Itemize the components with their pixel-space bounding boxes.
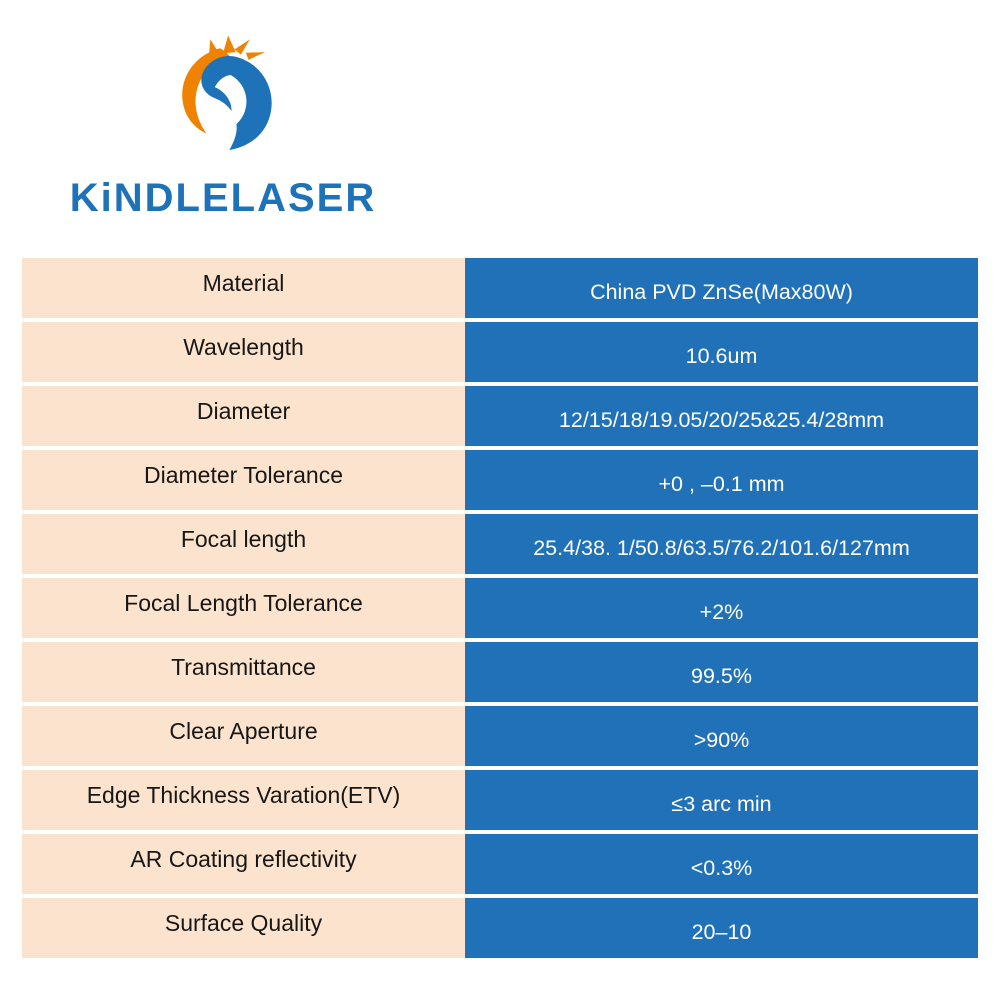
spec-value: <0.3% [465,834,978,894]
spec-label: Clear Aperture [22,706,465,766]
spec-label: Material [22,258,465,318]
brand-logo: KiNDLELASER [62,20,384,221]
table-row: Diameter 12/15/18/19.05/20/25&25.4/28mm [22,386,978,446]
spec-table: Material China PVD ZnSe(Max80W) Waveleng… [22,258,978,962]
table-row: Edge Thickness Varation(ETV) ≤3 arc min [22,770,978,830]
spec-label: Focal length [22,514,465,574]
orange-crescent-shape [182,48,231,134]
spec-label: Transmittance [22,642,465,702]
table-row: Wavelength 10.6um [22,322,978,382]
spec-label: Diameter Tolerance [22,450,465,510]
table-row: Transmittance 99.5% [22,642,978,702]
spec-label: Focal Length Tolerance [22,578,465,638]
spec-label: Surface Quality [22,898,465,958]
table-row: Surface Quality 20–10 [22,898,978,958]
spec-value: 10.6um [465,322,978,382]
spec-value: 99.5% [465,642,978,702]
spec-label: Edge Thickness Varation(ETV) [22,770,465,830]
spec-label: Diameter [22,386,465,446]
spec-value: 12/15/18/19.05/20/25&25.4/28mm [465,386,978,446]
spec-value: +0 , –0.1 mm [465,450,978,510]
spec-value: 25.4/38. 1/50.8/63.5/76.2/101.6/127mm [465,514,978,574]
inner-white-swoosh [214,75,247,130]
table-row: Clear Aperture >90% [22,706,978,766]
spec-value: China PVD ZnSe(Max80W) [465,258,978,318]
spec-value: +2% [465,578,978,638]
brand-name: KiNDLELASER [69,176,377,220]
spec-value: ≤3 arc min [465,770,978,830]
table-row: Diameter Tolerance +0 , –0.1 mm [22,450,978,510]
table-row: AR Coating reflectivity <0.3% [22,834,978,894]
table-row: Material China PVD ZnSe(Max80W) [22,258,978,318]
spec-label: AR Coating reflectivity [22,834,465,894]
table-row: Focal Length Tolerance +2% [22,578,978,638]
table-row: Focal length 25.4/38. 1/50.8/63.5/76.2/1… [22,514,978,574]
spec-value: >90% [465,706,978,766]
spec-label: Wavelength [22,322,465,382]
spec-value: 20–10 [465,898,978,958]
kindlelaser-sun-swirl-icon [182,35,272,151]
